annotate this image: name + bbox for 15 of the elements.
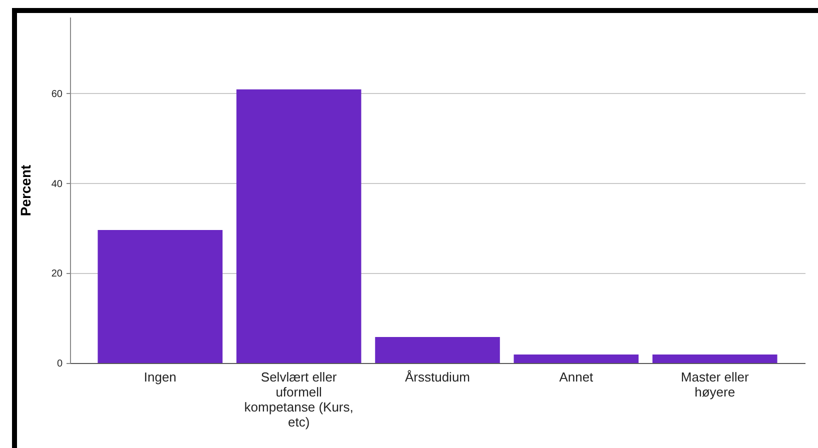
bar xyxy=(652,354,778,363)
x-tick-label: Annet xyxy=(559,370,594,384)
x-tick-label: Ingen xyxy=(144,370,176,384)
y-tick-label: 20 xyxy=(51,268,63,280)
y-tick-label: 60 xyxy=(51,88,63,100)
bar xyxy=(236,89,362,363)
x-tick-label: Selvlært eller uformell kompetanse (Kurs, etc) xyxy=(244,370,354,430)
y-tick-label: 0 xyxy=(56,358,63,370)
x-tick-label: Årsstudium xyxy=(404,370,470,384)
bar xyxy=(514,354,639,363)
y-tick-label: 40 xyxy=(51,178,63,190)
bar xyxy=(98,230,223,363)
y-axis-title: Percent xyxy=(17,164,34,216)
x-tick-label: Master eller høyere xyxy=(680,370,750,400)
bar xyxy=(375,336,500,363)
